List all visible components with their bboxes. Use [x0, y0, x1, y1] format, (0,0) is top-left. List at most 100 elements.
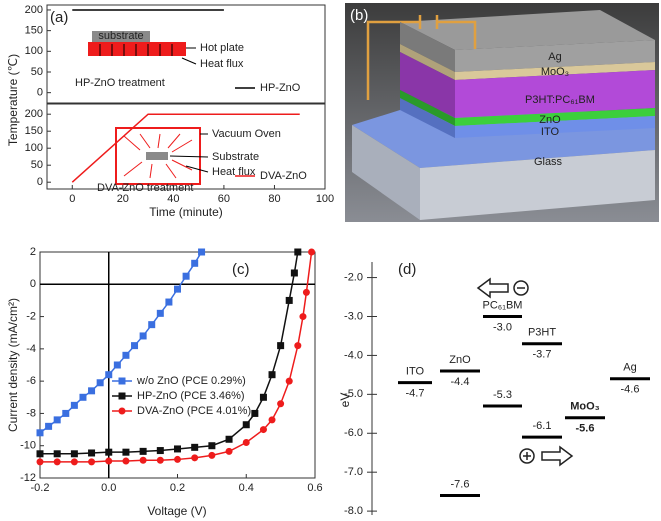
- annotation: Heat flux: [200, 58, 244, 70]
- marker: [299, 313, 307, 321]
- annotation: Hot plate: [200, 42, 244, 54]
- layer-label: Glass: [534, 156, 563, 168]
- y-tick-label: -6.0: [344, 427, 363, 439]
- level-value: -6.1: [533, 420, 552, 432]
- series-line: [71, 113, 300, 183]
- marker: [156, 447, 164, 455]
- level-value: -4.4: [451, 376, 470, 388]
- layer-label: P3HT:PC₆₁BM: [525, 94, 595, 106]
- x-tick-label: 0.4: [239, 482, 254, 494]
- marker: [122, 448, 130, 456]
- marker: [53, 416, 61, 424]
- marker: [88, 449, 96, 457]
- y-tick-label: 150: [25, 25, 43, 37]
- marker: [259, 393, 267, 401]
- y-tick-label: 0: [30, 278, 36, 290]
- level-value: -5.3: [493, 389, 512, 401]
- layer-front: [455, 40, 655, 72]
- marker: [268, 371, 276, 379]
- x-tick-label: 0.6: [307, 482, 322, 494]
- y-tick-label: -2.0: [344, 271, 363, 283]
- marker: [259, 426, 267, 434]
- annotation: substrate: [98, 30, 143, 42]
- marker: [36, 450, 44, 458]
- series-line: [40, 251, 299, 455]
- layer-front: [455, 108, 655, 126]
- x-axis-label: Voltage (V): [147, 504, 206, 518]
- marker: [139, 456, 147, 464]
- marker: [70, 401, 78, 409]
- legend-marker: [118, 407, 126, 415]
- y-tick-label: 100: [25, 45, 43, 57]
- marker: [182, 272, 190, 280]
- level-name: PC₆₁BM: [483, 299, 523, 311]
- y-tick-label: -7.0: [344, 466, 363, 478]
- marker: [277, 400, 285, 408]
- marker: [242, 421, 250, 429]
- y-tick-label: -5.0: [344, 388, 363, 400]
- legend-label: HP-ZnO (PCE 3.46%): [137, 390, 245, 402]
- marker: [105, 457, 113, 465]
- marker: [36, 458, 44, 466]
- level-value: -3.7: [533, 349, 552, 361]
- y-tick-label: 200: [25, 108, 43, 120]
- layer-front: [455, 70, 655, 118]
- layer-side: [400, 52, 455, 118]
- marker: [148, 321, 156, 329]
- marker: [308, 248, 316, 256]
- marker: [53, 458, 61, 466]
- x-axis-label: Time (minute): [149, 205, 223, 219]
- x-tick-label: 40: [167, 193, 179, 205]
- marker: [294, 248, 302, 256]
- legend-label: w/o ZnO (PCE 0.29%): [136, 375, 246, 387]
- layer-label: Ag: [548, 51, 561, 63]
- layer-front: [455, 116, 655, 138]
- layer-label: ZnO: [539, 114, 561, 126]
- x-tick-label: 0.0: [101, 482, 116, 494]
- y-tick-label: 200: [25, 4, 43, 16]
- legend-label: HP-ZnO: [260, 82, 301, 94]
- marker: [191, 259, 199, 267]
- x-tick-label: 20: [117, 193, 129, 205]
- annotation: Vacuum Oven: [212, 128, 281, 140]
- legend-marker: [118, 377, 126, 385]
- y-tick-label: 2: [30, 246, 36, 258]
- x-tick-label: 0: [69, 193, 75, 205]
- y-tick-label: -10: [20, 440, 36, 452]
- marker: [105, 371, 113, 379]
- y-axis-label: eV: [338, 393, 352, 408]
- marker: [79, 393, 87, 401]
- level-value: -7.6: [451, 478, 470, 490]
- annotation: Heat flux: [212, 166, 256, 178]
- marker: [62, 409, 70, 417]
- level-value: -3.0: [493, 321, 512, 333]
- layer-front: [455, 62, 655, 80]
- x-tick-label: 60: [218, 193, 230, 205]
- y-tick-label: 50: [31, 66, 43, 78]
- marker: [139, 332, 147, 340]
- y-tick-label: -12: [20, 472, 36, 484]
- marker: [105, 448, 113, 456]
- marker: [45, 422, 53, 430]
- plot-frame: [46, 4, 326, 104]
- marker: [302, 288, 310, 296]
- layer-label: ITO: [541, 126, 560, 138]
- marker: [174, 285, 181, 293]
- marker: [198, 248, 206, 256]
- carrier-icons: [476, 277, 574, 467]
- marker: [225, 447, 233, 455]
- x-tick-label: 80: [268, 193, 280, 205]
- marker: [122, 351, 130, 359]
- marker: [165, 298, 173, 306]
- marker: [285, 377, 293, 385]
- marker: [53, 450, 61, 458]
- marker: [96, 379, 104, 387]
- level-value: -4.6: [621, 384, 640, 396]
- panel-label: (c): [232, 261, 250, 278]
- marker: [88, 458, 96, 466]
- layer-side: [400, 44, 455, 80]
- dva-sketch: [115, 127, 209, 185]
- y-tick-label: -2: [26, 310, 36, 322]
